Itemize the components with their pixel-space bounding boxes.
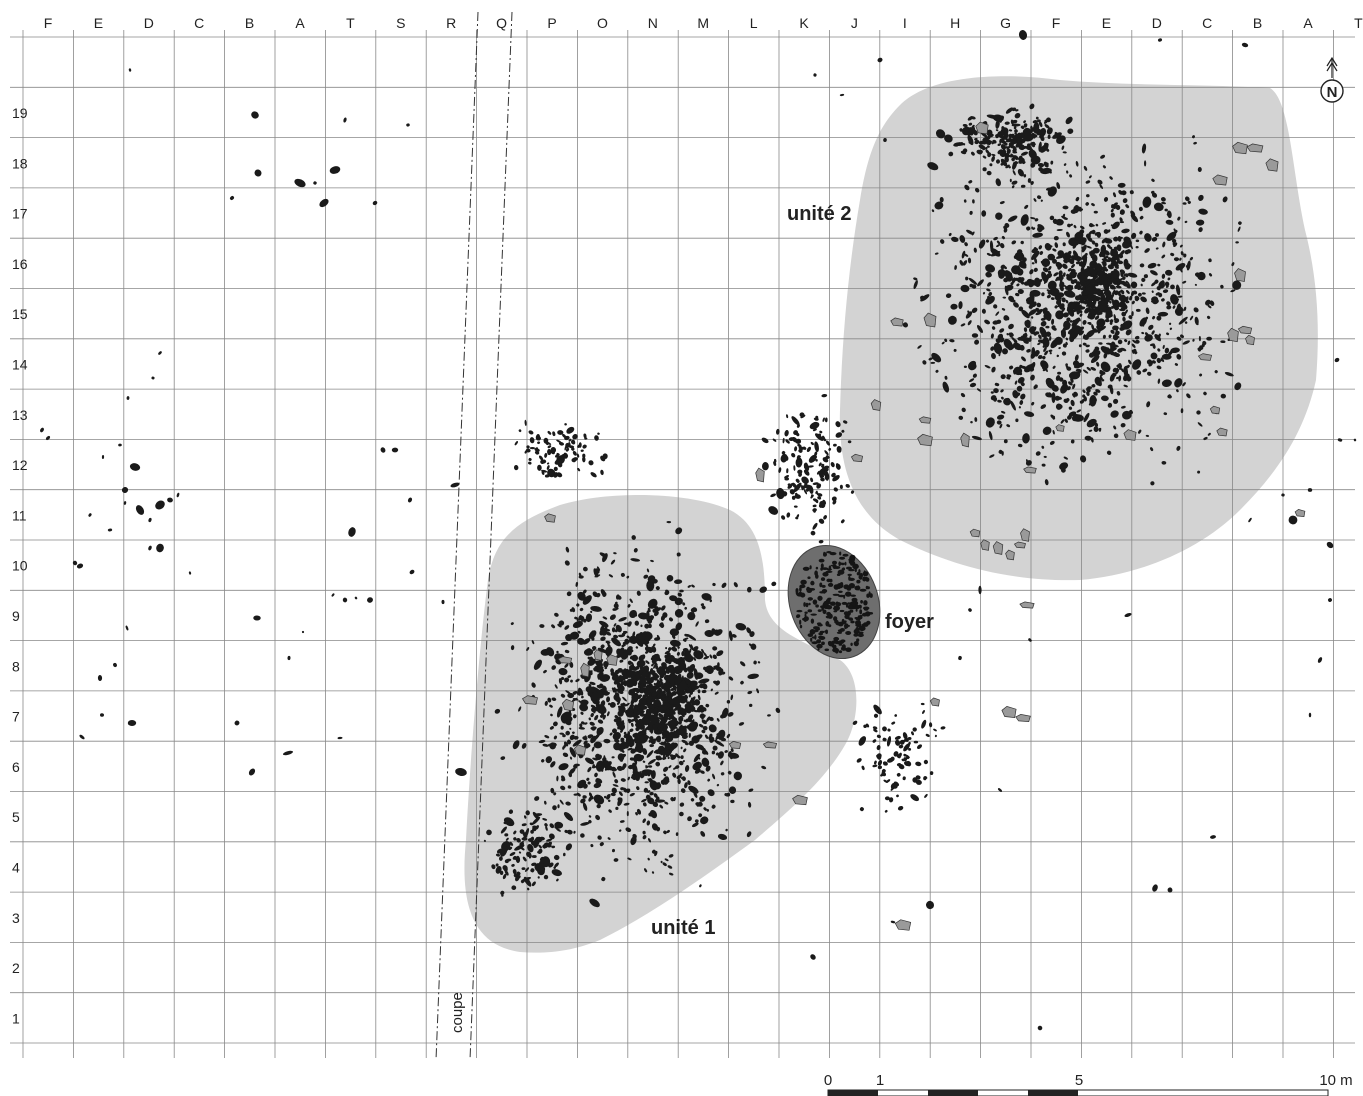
column-label: M	[697, 15, 709, 31]
row-label: 15	[12, 306, 28, 322]
column-label: P	[547, 15, 556, 31]
row-label: 6	[12, 759, 20, 775]
column-label: J	[851, 15, 858, 31]
row-label: 13	[12, 407, 28, 423]
section-label: coupe	[449, 992, 466, 1033]
section-line	[435, 11, 513, 1061]
scale-tick-0: 0	[824, 1072, 832, 1089]
row-label: 9	[12, 608, 20, 624]
stone-blocks	[522, 121, 1306, 931]
row-label: 19	[12, 105, 28, 121]
row-label: 1	[12, 1010, 20, 1026]
column-label: S	[396, 15, 405, 31]
row-label: 18	[12, 155, 28, 171]
column-label: A	[1303, 15, 1313, 31]
column-label: N	[648, 15, 658, 31]
scale-tick-10: 10 m	[1319, 1072, 1352, 1089]
column-label: F	[44, 15, 53, 31]
row-label: 8	[12, 658, 20, 674]
row-label: 2	[12, 960, 20, 976]
column-label: A	[295, 15, 305, 31]
column-label: Q	[496, 15, 507, 31]
north-letter: N	[1327, 84, 1338, 101]
artifact-scatter	[40, 30, 1357, 1031]
column-label: T	[1354, 15, 1363, 31]
column-label: E	[1102, 15, 1111, 31]
column-label: K	[799, 15, 809, 31]
column-label: G	[1000, 15, 1011, 31]
scale-tick-1: 1	[876, 1072, 884, 1089]
hearth-label: foyer	[885, 611, 934, 633]
hearth-scatter	[795, 551, 874, 654]
north-arrow-icon: N	[1320, 56, 1344, 103]
column-label: O	[597, 15, 608, 31]
column-label: B	[245, 15, 254, 31]
column-label: D	[1152, 15, 1162, 31]
unit-2-label: unité 2	[787, 203, 851, 225]
scale-tick-5: 5	[1075, 1072, 1083, 1089]
row-label: 5	[12, 809, 20, 825]
row-label: 14	[12, 357, 28, 373]
column-label: E	[94, 15, 103, 31]
row-label: 7	[12, 709, 20, 725]
column-label: T	[346, 15, 355, 31]
row-label: 4	[12, 860, 20, 876]
column-label: D	[144, 15, 154, 31]
row-label: 16	[12, 256, 28, 272]
column-label: C	[194, 15, 204, 31]
column-label: L	[750, 15, 758, 31]
row-label: 10	[12, 558, 28, 574]
row-label: 17	[12, 206, 28, 222]
row-label: 12	[12, 457, 28, 473]
row-label: 11	[12, 507, 27, 523]
column-label: B	[1253, 15, 1262, 31]
scale-bar: 0 1 5 10 m	[824, 1072, 1353, 1096]
column-label: H	[950, 15, 960, 31]
column-label: C	[1202, 15, 1212, 31]
row-labels: 19 18 17 16 15 14 13 12 11 10 9 8 7 6 5 4 3 2 1	[12, 105, 28, 1026]
column-label: R	[446, 15, 456, 31]
column-label: I	[903, 15, 907, 31]
column-label: F	[1052, 15, 1061, 31]
row-label: 3	[12, 910, 20, 926]
unit-1-label: unité 1	[651, 917, 715, 939]
